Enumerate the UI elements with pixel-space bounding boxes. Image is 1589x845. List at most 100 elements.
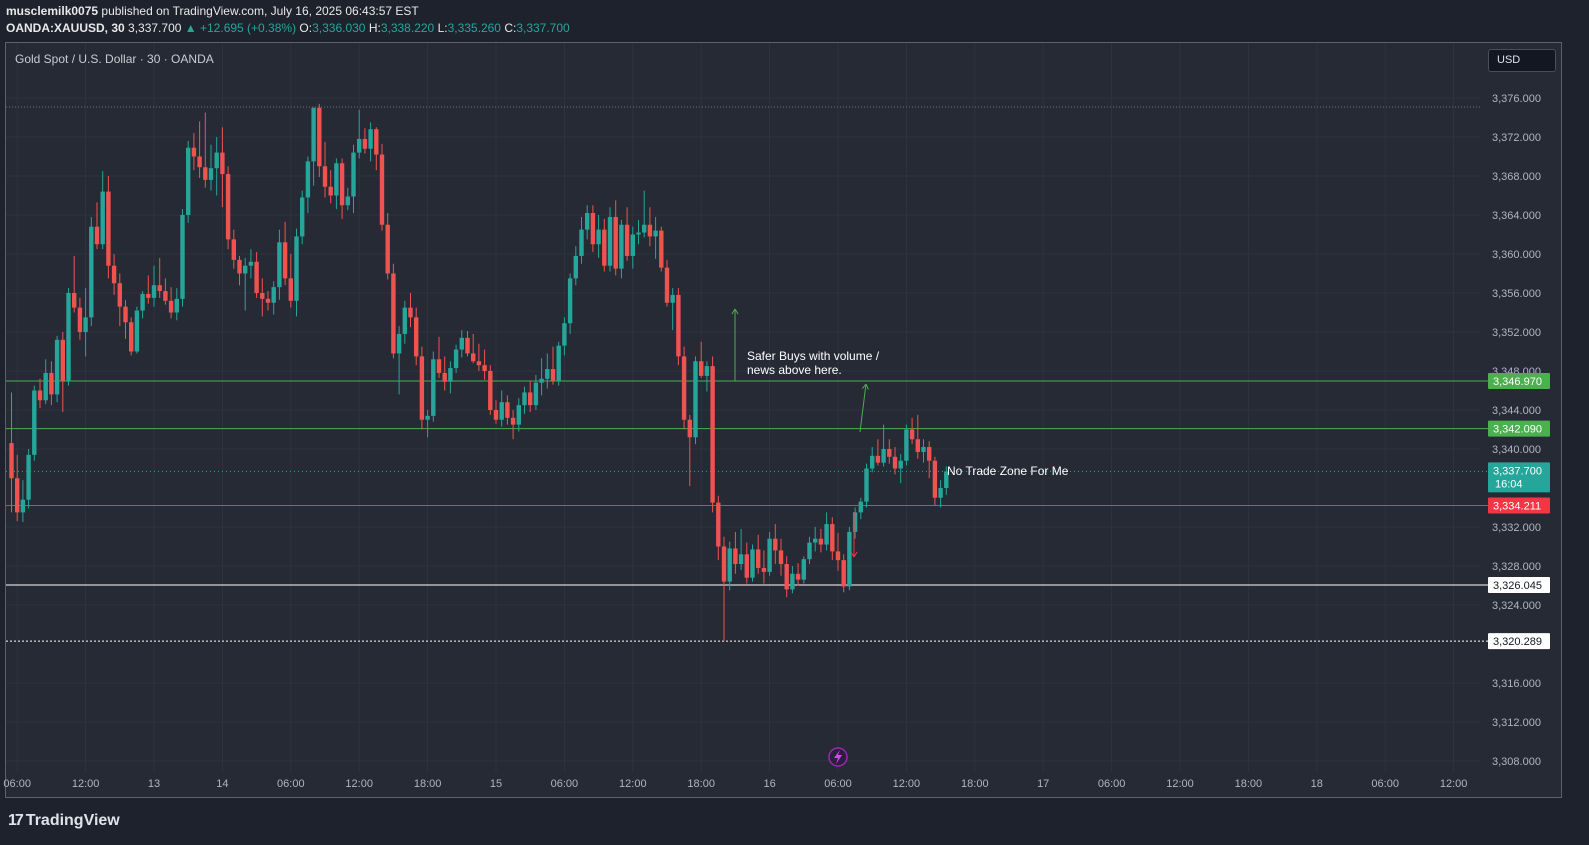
candle-body: [334, 163, 339, 196]
candle-body: [761, 567, 767, 572]
annotation-no-trade-text: No Trade Zone For Me: [947, 464, 1069, 478]
last-price: 3,337.700: [128, 21, 182, 35]
author-name[interactable]: musclemilk0075: [6, 4, 99, 18]
candle-body: [778, 550, 784, 565]
chart-frame[interactable]: [5, 42, 1562, 798]
candle-body: [305, 161, 311, 198]
candle-body: [111, 265, 117, 284]
candle-body: [835, 551, 841, 561]
x-tick-label: 18: [1311, 778, 1323, 790]
candle-body: [100, 191, 105, 245]
chart-canvas[interactable]: 3,376.000 3,372.000 3,368.000 3,364.000 3,36…: [0, 0, 1589, 805]
candle-body: [260, 293, 265, 299]
close-label: C:: [504, 21, 517, 35]
price-label-text: 3,346.970: [1493, 376, 1542, 388]
candle-body: [744, 554, 749, 578]
candle-body: [43, 372, 48, 401]
candle-body: [49, 372, 54, 395]
ohlc-legend: OANDA:XAUUSD, 30 3,337.700 ▲ +12.695 (+0…: [6, 21, 570, 35]
candle-body: [345, 196, 350, 206]
candle-body: [197, 156, 202, 168]
candle-body: [339, 163, 345, 206]
arrow-head: [731, 308, 736, 315]
x-tick-label: 15: [490, 778, 502, 790]
x-tick-label: 17: [1037, 778, 1049, 790]
candle-body: [909, 429, 915, 440]
lightning-icon: [828, 747, 848, 767]
high-value: 3,338.220: [380, 21, 435, 35]
candle-body: [699, 361, 704, 376]
candle-body: [282, 242, 288, 279]
candle-body: [37, 390, 43, 401]
candle-body: [459, 337, 464, 350]
candle-body: [32, 390, 37, 455]
candle-body: [317, 107, 322, 167]
candle-body: [391, 273, 396, 354]
candle-body: [94, 226, 100, 245]
y-tick-label: 3,312.000: [1492, 717, 1541, 729]
breakout-arrow-up: [859, 383, 869, 433]
price-label-text: 3,320.289: [1493, 636, 1542, 648]
candle-body: [311, 107, 316, 162]
candle-body: [892, 456, 898, 469]
footer: 17 TradingView: [0, 805, 1589, 845]
candle-body: [419, 356, 425, 420]
candle-body: [642, 224, 647, 233]
close-value: 3,337.700: [516, 21, 570, 35]
candle-body: [767, 538, 772, 572]
candle-body: [174, 298, 179, 313]
price-label-box: [1488, 577, 1550, 594]
price-label-text: 3,342.090: [1493, 424, 1542, 436]
publish-line: musclemilk0075 published on TradingView.…: [6, 4, 419, 18]
currency-button[interactable]: USD: [1488, 49, 1556, 72]
candle-body: [841, 560, 846, 587]
price-label-box: [1488, 497, 1550, 514]
tradingview-brand[interactable]: 17 TradingView: [8, 812, 120, 830]
candle-body: [117, 283, 122, 307]
candle-body: [271, 287, 276, 303]
candle-body: [351, 152, 356, 197]
candle-body: [807, 542, 812, 560]
candle-body: [676, 294, 681, 357]
price-label-text: 3,334.211: [1493, 500, 1541, 512]
candle-body: [77, 307, 83, 332]
candle-body: [716, 502, 721, 547]
low-value: 3,335.260: [447, 21, 501, 35]
symbol-label: OANDA:XAUUSD, 30: [6, 21, 125, 35]
candle-body: [875, 455, 881, 463]
price-label-box: [1488, 633, 1550, 650]
x-tick-label: 12:00: [1166, 778, 1194, 790]
candle-body: [870, 455, 875, 469]
y-tick-label: 3,308.000: [1492, 756, 1541, 768]
candle-body: [129, 322, 134, 352]
candle-body: [852, 512, 858, 532]
candle-body: [134, 310, 140, 352]
y-tick-label: 3,344.000: [1492, 405, 1541, 417]
candle-body: [499, 402, 504, 420]
lightning-icon-bolt: [834, 750, 842, 764]
candle-body: [237, 259, 242, 274]
candle-body: [482, 365, 487, 371]
arrow-head: [853, 551, 858, 558]
up-arrow-icon: ▲: [184, 21, 197, 35]
candle-body: [864, 468, 869, 502]
candle-body: [414, 317, 419, 357]
candle-body: [294, 236, 299, 301]
candle-body: [442, 372, 447, 382]
candle-body: [505, 402, 510, 418]
y-tick-label: 3,360.000: [1492, 249, 1541, 261]
arrow-head: [734, 308, 739, 315]
x-tick-label: 06:00: [1098, 778, 1126, 790]
candle-body: [647, 224, 653, 237]
candle-body: [579, 229, 584, 256]
x-tick-label: 18:00: [687, 778, 715, 790]
candle-body: [693, 361, 698, 438]
change-value: +12.695 (+0.38%): [200, 21, 297, 35]
candle-body: [254, 261, 259, 293]
candle-body: [54, 339, 60, 395]
candle-body: [573, 255, 578, 279]
candle-body: [921, 447, 926, 452]
x-tick-label: 06:00: [3, 778, 31, 790]
candle-body: [653, 230, 658, 237]
candles: [9, 103, 949, 642]
